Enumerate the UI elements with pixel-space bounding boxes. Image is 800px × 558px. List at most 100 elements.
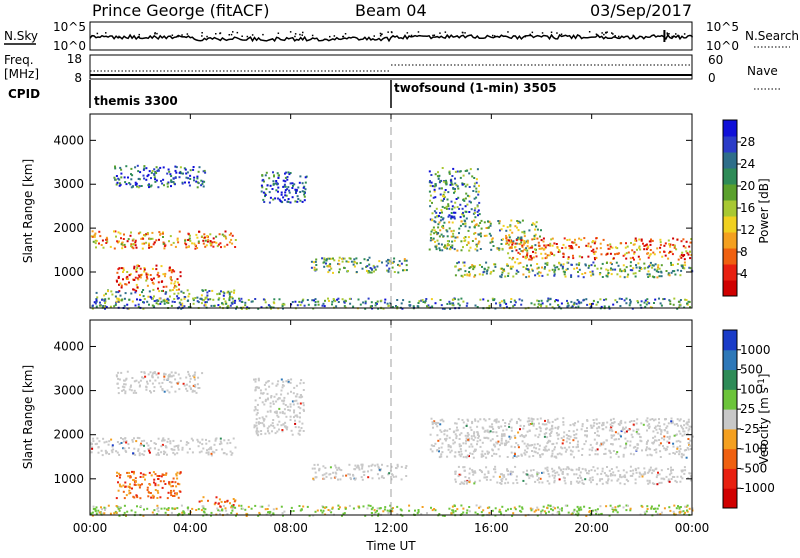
echo-cell xyxy=(110,449,113,452)
echo-cell xyxy=(462,507,465,510)
nave-label: Nave xyxy=(747,64,778,78)
echo-cell xyxy=(653,268,656,271)
echo-cell xyxy=(170,511,173,514)
echo-cell xyxy=(223,452,226,454)
echo-cell xyxy=(181,446,184,449)
echo-cell xyxy=(147,448,150,451)
echo-cell xyxy=(444,439,447,442)
echo-cell xyxy=(609,243,612,246)
echo-cell xyxy=(468,455,470,458)
echo-cell xyxy=(536,267,539,270)
echo-cell xyxy=(520,239,523,242)
echo-cell xyxy=(228,293,231,296)
echo-cell xyxy=(682,420,685,423)
echo-cell xyxy=(499,511,502,513)
echo-cell xyxy=(448,244,451,247)
echo-cell xyxy=(256,427,259,430)
echo-cell xyxy=(629,298,631,301)
echo-cell xyxy=(580,238,583,241)
nsearch-point xyxy=(683,33,686,35)
echo-cell xyxy=(163,247,166,250)
nsearch-point xyxy=(201,32,203,34)
echo-cell xyxy=(606,421,609,424)
echo-cell xyxy=(431,201,433,204)
echo-cell xyxy=(321,474,324,477)
echo-cell xyxy=(645,448,648,451)
echo-cell xyxy=(665,475,668,478)
echo-cell xyxy=(120,284,123,287)
echo-cell xyxy=(462,466,465,469)
echo-cell xyxy=(595,247,598,250)
echo-cell xyxy=(177,482,179,485)
echo-cell xyxy=(216,293,219,296)
echo-cell xyxy=(448,428,451,430)
echo-cell xyxy=(491,448,494,451)
echo-cell xyxy=(610,472,612,475)
echo-cell xyxy=(688,250,691,253)
echo-cell xyxy=(529,474,532,477)
echo-cell xyxy=(146,277,149,280)
echo-cell xyxy=(669,509,672,512)
echo-cell xyxy=(468,510,471,513)
echo-cell xyxy=(123,297,126,300)
echo-cell xyxy=(151,511,154,514)
echo-cell xyxy=(489,439,492,442)
echo-cell xyxy=(689,472,692,475)
echo-cell xyxy=(672,244,675,246)
echo-cell xyxy=(675,481,678,484)
echo-cell xyxy=(151,281,154,284)
echo-cell xyxy=(623,474,626,477)
echo-cell xyxy=(452,431,455,434)
echo-cell xyxy=(272,180,275,183)
echo-cell xyxy=(162,285,165,288)
echo-cell xyxy=(468,445,471,448)
echo-cell xyxy=(546,506,549,509)
echo-cell xyxy=(527,268,530,271)
echo-cell xyxy=(606,466,608,468)
echo-cell xyxy=(541,481,544,484)
echo-cell xyxy=(629,264,632,267)
echo-cell xyxy=(173,301,176,303)
echo-cell xyxy=(651,472,654,475)
nsearch-point xyxy=(439,32,441,34)
echo-cell xyxy=(681,251,684,254)
echo-cell xyxy=(402,299,405,302)
echo-cell xyxy=(614,268,617,271)
echo-cell xyxy=(288,189,291,192)
echo-cell xyxy=(125,283,128,286)
echo-cell xyxy=(648,254,651,257)
echo-cell xyxy=(660,481,663,484)
echo-cell xyxy=(369,504,372,507)
echo-cell xyxy=(563,237,566,240)
echo-cell xyxy=(235,514,237,517)
echo-cell xyxy=(574,422,577,425)
echo-cell xyxy=(261,401,264,404)
echo-cell xyxy=(432,237,435,240)
echo-cell xyxy=(464,205,467,208)
echo-cell xyxy=(448,507,451,510)
echo-cell xyxy=(528,229,531,232)
echo-cell xyxy=(280,193,283,196)
echo-cell xyxy=(486,270,489,273)
echo-cell xyxy=(460,481,463,484)
echo-cell xyxy=(474,274,477,277)
echo-cell xyxy=(143,267,146,269)
echo-cell xyxy=(627,251,630,254)
echo-cell xyxy=(519,509,522,512)
echo-cell xyxy=(391,261,394,264)
echo-cell xyxy=(133,265,136,268)
echo-cell xyxy=(176,297,179,300)
echo-cell xyxy=(102,512,105,515)
echo-cell xyxy=(347,270,349,272)
echo-cell xyxy=(599,505,602,508)
echo-cell xyxy=(460,249,463,252)
echo-cell xyxy=(119,294,122,297)
echo-cell xyxy=(553,254,556,257)
echo-cell xyxy=(179,271,182,274)
echo-cell xyxy=(505,234,507,237)
echo-cell xyxy=(123,511,126,514)
echo-cell xyxy=(369,305,372,308)
echo-cell xyxy=(193,242,196,245)
echo-cell xyxy=(267,397,269,400)
echo-cell xyxy=(476,433,479,436)
